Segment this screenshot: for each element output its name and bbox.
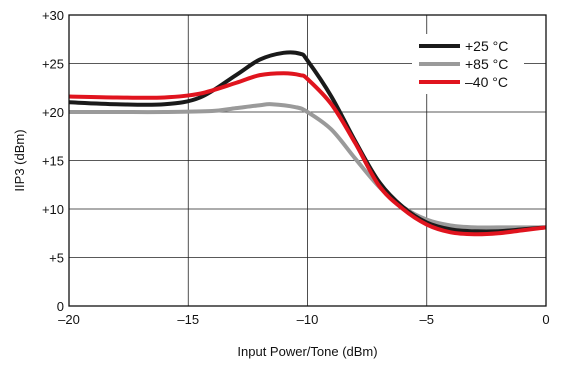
y-tick-label: +5: [49, 251, 64, 266]
series-line-3: [68, 71, 547, 237]
y-tick-label: +20: [42, 105, 64, 120]
series-line-1: [68, 50, 547, 234]
x-axis-title: Input Power/Tone (dBm): [237, 344, 377, 359]
series-group: [68, 50, 547, 237]
y-tick-label: +25: [42, 57, 64, 72]
y-tick-label: +30: [42, 8, 64, 23]
y-tick-label: 0: [57, 299, 64, 314]
legend-label: +25 °C: [465, 38, 508, 54]
legend: +25 °C +85 °C –40 °C: [412, 34, 524, 94]
plot-frame: [68, 14, 547, 307]
x-tick-label: –10: [297, 312, 319, 327]
legend-label: +85 °C: [465, 56, 508, 72]
y-tick-label: +10: [42, 202, 64, 217]
legend-label: –40 °C: [465, 74, 508, 90]
x-tick-label: –15: [177, 312, 199, 327]
x-tick-label: –5: [420, 312, 434, 327]
x-tick-label: 0: [542, 312, 549, 327]
tick-labels: –20 –15 –10 –5 0 0 +5 +10 +15 +20 +25 +30: [42, 8, 550, 327]
series-line-2: [69, 102, 546, 230]
y-axis-title: IIP3 (dBm): [12, 129, 27, 191]
x-tick-label: –20: [58, 312, 80, 327]
y-tick-label: +15: [42, 154, 64, 169]
